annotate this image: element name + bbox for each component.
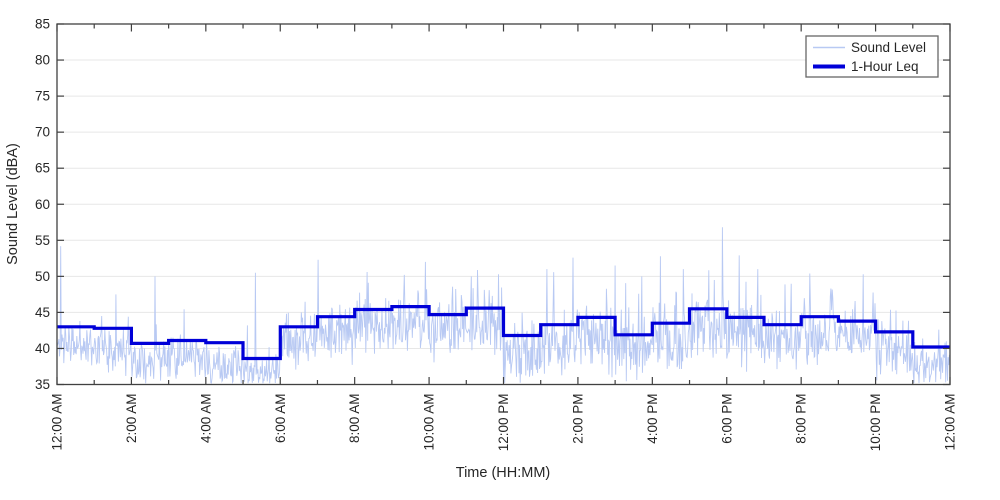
y-tick-label: 35	[35, 377, 50, 392]
gridlines	[57, 59, 950, 349]
x-tick-label: 2:00 PM	[570, 394, 585, 444]
x-tick-label: 4:00 AM	[198, 394, 213, 444]
x-tick-label: 8:00 AM	[347, 394, 362, 444]
legend-label-sound-level: Sound Level	[851, 40, 926, 55]
legend: Sound Level 1-Hour Leq	[805, 35, 939, 78]
series-layer	[56, 227, 950, 385]
x-tick-label: 8:00 PM	[794, 394, 809, 444]
x-tick-label: 12:00 PM	[496, 394, 511, 452]
x-tick-label: 12:00 AM	[943, 394, 958, 451]
x-tick-label: 2:00 AM	[124, 394, 139, 444]
x-tick-label: 10:00 PM	[868, 394, 883, 452]
leq-series	[57, 305, 950, 361]
x-tick-label: 6:00 PM	[719, 394, 734, 444]
y-tick-label: 80	[35, 53, 50, 68]
y-tick-label: 45	[35, 305, 50, 320]
sound-level-series	[56, 227, 950, 385]
axis-ticks	[56, 23, 951, 386]
y-tick-label: 70	[35, 125, 50, 140]
y-tick-label: 50	[35, 269, 50, 284]
x-tick-label: 12:00 AM	[50, 394, 65, 451]
x-axis-title: Time (HH:MM)	[456, 465, 551, 481]
legend-label-leq: 1-Hour Leq	[851, 59, 919, 74]
y-tick-label: 55	[35, 233, 50, 248]
y-tick-label: 65	[35, 161, 50, 176]
y-tick-label: 85	[35, 17, 50, 32]
x-tick-label: 10:00 AM	[422, 394, 437, 451]
y-tick-label: 60	[35, 197, 50, 212]
legend-box	[805, 35, 939, 78]
x-tick-label: 6:00 AM	[273, 394, 288, 444]
y-axis-title: Sound Level (dBA)	[5, 143, 21, 265]
tick-labels: 35 40 45 50 55 60 65 70 75 80 85 12:00 AM 2:00 AM 4:0…	[35, 17, 958, 452]
y-tick-label: 75	[35, 89, 50, 104]
x-tick-label: 4:00 PM	[645, 394, 660, 444]
y-tick-label: 40	[35, 341, 50, 356]
